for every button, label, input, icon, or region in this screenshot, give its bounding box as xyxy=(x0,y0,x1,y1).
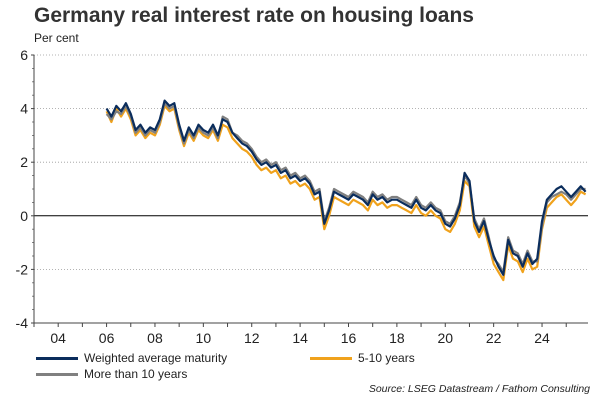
axes xyxy=(31,54,588,327)
gridlines xyxy=(34,54,588,270)
legend-label-more-than-10: More than 10 years xyxy=(84,367,188,381)
y-tick-label: 6 xyxy=(20,47,28,63)
x-tick-label: 06 xyxy=(99,330,115,346)
x-tick-label: 24 xyxy=(534,330,550,346)
y-tick-label: 2 xyxy=(20,154,28,170)
y-axis-unit-label: Per cent xyxy=(34,31,79,45)
y-tick-label: 4 xyxy=(20,101,28,117)
series-lines xyxy=(105,99,587,282)
series-line-weighted-average-maturity xyxy=(105,99,587,276)
y-tick-label: -4 xyxy=(16,315,29,331)
x-tick-label: 18 xyxy=(389,330,405,346)
legend-label-weighted: Weighted average maturity xyxy=(84,351,228,365)
legend-swatch-more-than-10 xyxy=(36,372,78,376)
source-note: Source: LSEG Datastream / Fathom Consult… xyxy=(368,383,590,395)
legend-swatch-weighted xyxy=(36,356,78,360)
x-tick-label: 20 xyxy=(437,330,453,346)
y-tick-label: -2 xyxy=(16,261,29,277)
x-tick-label: 14 xyxy=(292,330,308,346)
legend-item-weighted: Weighted average maturity xyxy=(36,351,227,365)
legend-label-5-10: 5-10 years xyxy=(358,351,415,365)
legend-swatch-5-10 xyxy=(310,356,352,360)
chart-title: Germany real interest rate on housing lo… xyxy=(34,4,474,27)
x-tick-label: 08 xyxy=(147,330,163,346)
x-tick-label: 16 xyxy=(341,330,357,346)
x-tick-label: 10 xyxy=(196,330,212,346)
legend-item-5-10: 5-10 years xyxy=(310,351,415,365)
x-tick-label: 04 xyxy=(50,330,66,346)
legend-item-more-than-10: More than 10 years xyxy=(36,367,187,381)
x-tick-label: 22 xyxy=(486,330,502,346)
y-tick-label: 0 xyxy=(20,208,28,224)
x-tick-label: 12 xyxy=(244,330,260,346)
series-line-more-than-10-years xyxy=(105,102,586,274)
